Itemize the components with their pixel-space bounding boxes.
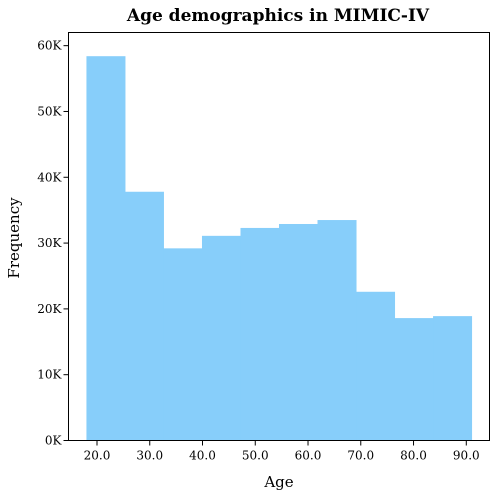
y-tick-label: 50K [37, 104, 62, 118]
y-tick-label: 20K [37, 302, 62, 316]
x-tick-label: 20.0 [84, 449, 111, 463]
histogram-bar [433, 316, 473, 441]
x-tick-label: 30.0 [136, 449, 163, 463]
plot-frame [68, 32, 490, 441]
chart-title: Age demographics in MIMIC-IV [126, 6, 430, 26]
x-tick-label: 50.0 [242, 449, 269, 463]
y-tick-label: 10K [37, 368, 62, 382]
histogram-bar [240, 227, 280, 441]
histogram-bar [356, 291, 396, 441]
histogram-bar [317, 220, 357, 441]
histogram-bar [163, 248, 203, 441]
x-tick-label: 40.0 [189, 449, 216, 463]
histogram-bar [124, 191, 164, 441]
histogram-bar [201, 235, 241, 441]
x-tick-label: 90.0 [453, 449, 480, 463]
y-axis-label: Frequency [5, 197, 23, 279]
x-axis-ticks: 20.0 30.0 40.0 50.0 60.0 70.0 80.0 90.0 [84, 440, 480, 463]
y-axis-ticks: 0K 10K 20K 30K 40K 50K 60K [37, 39, 69, 448]
y-tick-label: 30K [37, 236, 62, 250]
histogram-bar [279, 223, 319, 441]
y-tick-label: 0K [45, 434, 63, 448]
histogram-bars [86, 56, 473, 441]
histogram-bar [86, 56, 126, 441]
x-tick-label: 70.0 [347, 449, 374, 463]
histogram-bar [394, 318, 434, 441]
y-tick-label: 40K [37, 170, 62, 184]
x-tick-label: 60.0 [295, 449, 322, 463]
y-tick-label: 60K [37, 39, 62, 53]
x-tick-label: 80.0 [400, 449, 427, 463]
x-axis-label: Age [263, 473, 293, 491]
